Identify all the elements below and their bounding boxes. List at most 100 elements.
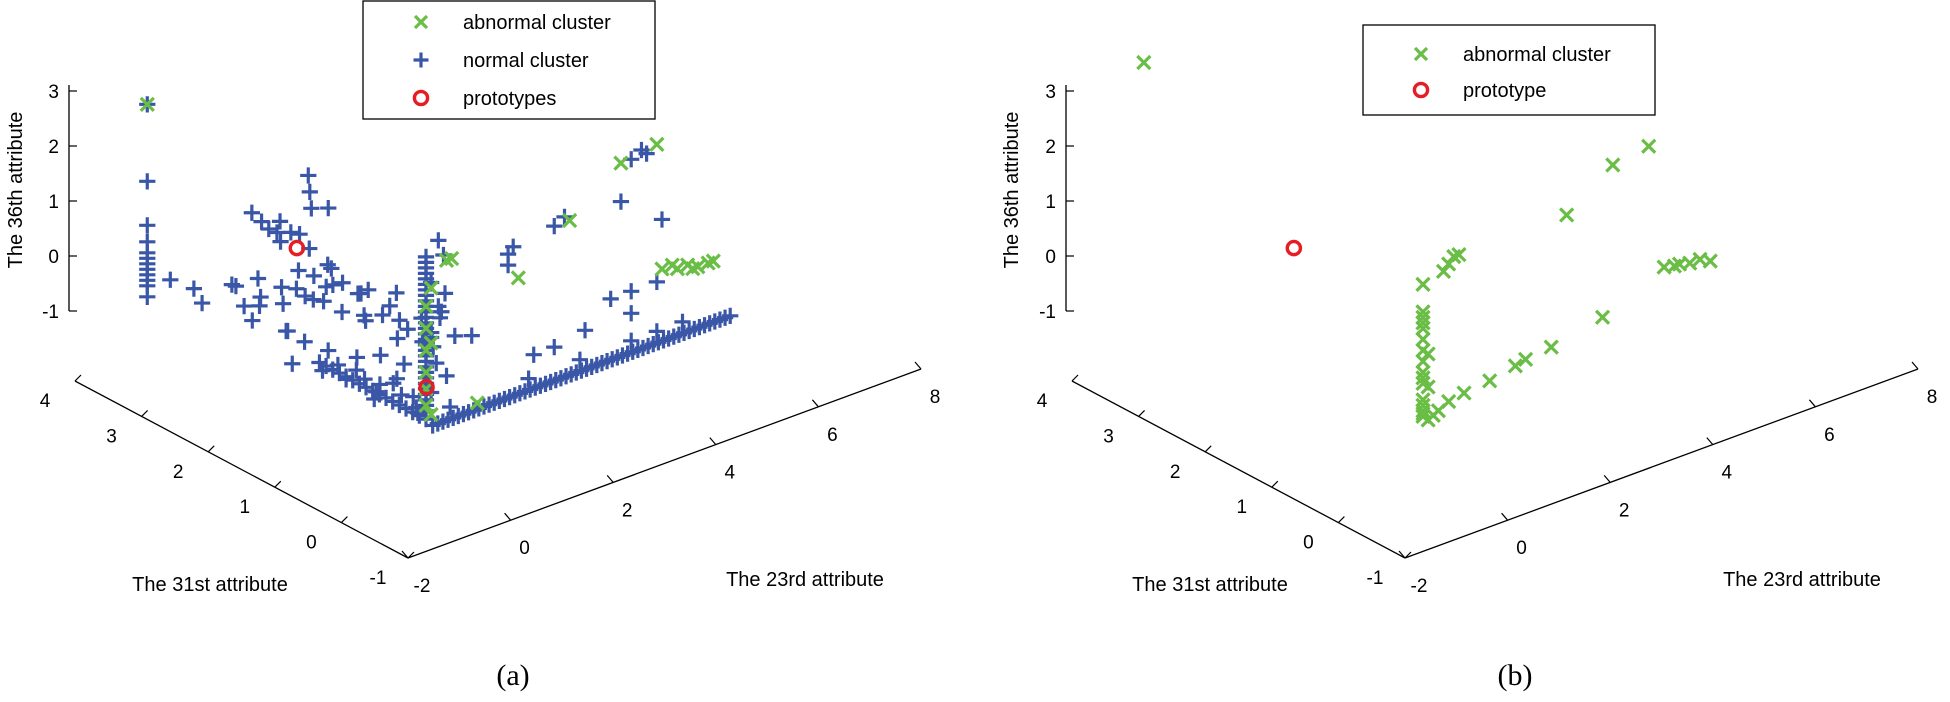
z-tick-label: 1 (1045, 192, 1056, 213)
normal-point (273, 279, 290, 296)
abnormal-point (418, 364, 434, 381)
normal-point (602, 290, 619, 307)
x-tick (1603, 475, 1611, 483)
x-tick (709, 437, 717, 445)
y-tick-label: 0 (306, 533, 317, 554)
normal-point (301, 183, 318, 201)
legend-label: abnormal cluster (1463, 44, 1611, 66)
normal-point (638, 145, 655, 162)
y-axis-line (1071, 380, 1406, 559)
normal-point (311, 354, 328, 371)
series-prototypes (288, 239, 435, 396)
normal-point (372, 347, 389, 364)
z-tick-label: 0 (48, 247, 59, 268)
legend-label: abnormal cluster (463, 12, 611, 34)
x-axis-line (1404, 368, 1919, 559)
normal-point (623, 305, 640, 322)
normal-point (374, 306, 391, 324)
abnormal-point (1415, 315, 1431, 331)
z-tick-label: -1 (42, 302, 59, 323)
normal-point (305, 267, 322, 284)
y-tick (274, 480, 282, 488)
y-tick-label: 2 (173, 462, 184, 483)
normal-point (571, 351, 589, 368)
abnormal-point (1415, 364, 1431, 381)
normal-point (243, 204, 260, 221)
legend: abnormal cluster prototype (1362, 24, 1656, 116)
x-tick-label: 4 (1722, 463, 1733, 484)
z-tick-label: 0 (1045, 247, 1056, 268)
abnormal-point (649, 136, 665, 152)
abnormal-point (1415, 276, 1431, 293)
abnormal-point (1594, 309, 1611, 325)
x-axis-label: The 23rd attribute (1723, 569, 1881, 591)
abnormal-point (1605, 157, 1621, 173)
abnormal-point (1482, 373, 1498, 389)
series-abnormal-cluster (1136, 54, 1718, 428)
abnormal-point (1702, 253, 1718, 269)
abnormal-point (418, 397, 434, 414)
normal-point (272, 233, 289, 250)
abnormal-point (1641, 138, 1657, 154)
normal-point (674, 313, 691, 331)
normal-point (333, 303, 351, 321)
series-prototype (1285, 239, 1303, 257)
normal-point (546, 218, 563, 235)
abnormal-point (1559, 207, 1575, 223)
abnormal-point (654, 261, 670, 277)
z-tick-label: 2 (48, 137, 59, 158)
x-axis-line (407, 368, 922, 559)
x-tick (1706, 437, 1714, 445)
abnormal-point (1456, 385, 1472, 401)
abnormal-point (690, 259, 706, 275)
abnormal-point (669, 261, 686, 277)
x-tick-label: 8 (1927, 387, 1938, 408)
abnormal-point (1420, 379, 1436, 395)
z-tick-label: 3 (1045, 82, 1056, 103)
normal-point (360, 281, 377, 298)
x-tick-label: 0 (1516, 538, 1527, 559)
abnormal-point (423, 280, 439, 296)
y-tick (1138, 409, 1146, 417)
abnormal-point (510, 270, 526, 286)
data-points (139, 96, 739, 434)
normal-point (334, 274, 351, 291)
normal-point (274, 295, 292, 312)
normal-point (323, 260, 340, 277)
x-tick (1501, 512, 1509, 521)
prototype-marker (288, 239, 306, 257)
x-tick (811, 399, 819, 408)
legend-box (1362, 24, 1656, 116)
normal-point (271, 213, 289, 230)
x-tick (1398, 550, 1406, 559)
normal-point (391, 312, 408, 329)
y-tick (407, 551, 415, 559)
normal-point (139, 173, 156, 190)
x-tick (401, 550, 409, 559)
normal-point (252, 288, 269, 306)
x-tick-label: 6 (827, 425, 838, 446)
x-tick (1911, 361, 1919, 370)
y-axis-label: The 31st attribute (1132, 574, 1288, 596)
legend-marker-+ (413, 52, 429, 68)
legend-marker-x (1413, 46, 1429, 62)
data-points (1136, 54, 1718, 428)
normal-point (381, 297, 398, 314)
x-tick-label: 4 (725, 463, 736, 484)
y-tick-label: 1 (240, 497, 251, 518)
y-tick-label: 1 (1237, 497, 1248, 518)
x-tick-label: 2 (1619, 500, 1630, 521)
normal-point (348, 362, 365, 379)
series-abnormal-cluster (139, 96, 721, 423)
x-tick-label: 0 (519, 538, 530, 559)
normal-point (417, 248, 435, 266)
axes: -1 0 1 2 3 -1 0 1 2 3 4 -2 0 2 4 6 8 The 23rd attribute Th… (5, 82, 940, 597)
legend-label: prototypes (463, 88, 556, 110)
abnormal-point (1415, 331, 1431, 348)
y-tick (1271, 480, 1279, 488)
abnormal-point (562, 212, 578, 229)
y-tick-label: 4 (1037, 391, 1048, 412)
normal-point (319, 256, 336, 273)
normal-point (320, 199, 337, 217)
